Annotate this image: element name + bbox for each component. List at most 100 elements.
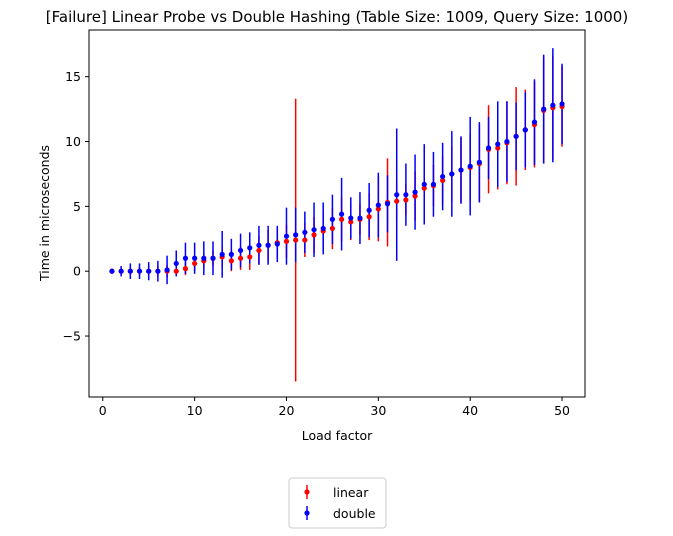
- y-tick-label: 15: [65, 69, 81, 84]
- data-point-linear: [182, 266, 189, 272]
- data-point-double: [164, 267, 170, 273]
- data-point-double: [274, 241, 280, 247]
- plot-area: [88, 29, 586, 398]
- data-point-linear: [440, 177, 446, 184]
- data-point-double: [311, 227, 317, 233]
- data-point-double: [136, 268, 143, 274]
- x-tick-label: 40: [462, 403, 478, 418]
- data-point-double: [449, 171, 455, 177]
- data-point-double: [513, 133, 519, 139]
- legend-marker-double: [304, 510, 310, 516]
- data-point-double: [550, 102, 556, 108]
- data-point-double: [228, 251, 234, 257]
- data-point-double: [109, 268, 115, 274]
- data-point-linear: [366, 214, 372, 220]
- data-point-double: [476, 159, 482, 165]
- data-point-linear: [283, 238, 290, 244]
- x-tick-label: 20: [279, 403, 295, 418]
- data-point-double: [265, 242, 271, 248]
- data-point-double: [421, 181, 427, 187]
- x-tick-label: 0: [99, 403, 107, 418]
- data-point-linear: [228, 258, 234, 264]
- data-point-double: [219, 251, 225, 257]
- legend-item-linear: linear: [304, 485, 369, 500]
- x-tick-label: 50: [554, 403, 570, 418]
- data-point-double: [201, 255, 207, 261]
- data-point-double: [146, 268, 152, 274]
- data-point-double: [412, 189, 418, 195]
- legend-label-linear: linear: [333, 485, 369, 500]
- x-tick-label: 10: [187, 403, 203, 418]
- data-point-double: [485, 145, 492, 151]
- legend-frame: [288, 477, 387, 529]
- y-axis-label: Time in microseconds: [37, 145, 52, 282]
- data-point-double: [320, 225, 326, 232]
- data-point-linear: [338, 216, 345, 222]
- data-point-double: [440, 173, 446, 180]
- data-point-double: [329, 216, 336, 222]
- data-point-double: [118, 268, 124, 274]
- y-tick-label: 10: [65, 134, 81, 149]
- data-point-linear: [173, 268, 179, 274]
- data-point-linear: [412, 193, 418, 199]
- data-point-linear: [421, 185, 427, 191]
- data-point-double: [293, 232, 299, 238]
- x-tick-label: 30: [370, 403, 386, 418]
- y-axis: −5 0 5 10 15: [63, 69, 89, 344]
- data-point-double: [283, 233, 290, 239]
- data-point-double: [210, 255, 216, 261]
- data-point-double: [394, 192, 400, 198]
- data-point-double: [155, 268, 161, 274]
- data-point-double: [357, 215, 363, 221]
- y-tick-label: −5: [63, 329, 81, 344]
- data-point-linear: [192, 260, 198, 267]
- data-point-linear: [293, 237, 299, 243]
- data-point-double: [192, 255, 198, 261]
- data-point-double: [338, 211, 345, 217]
- data-point-double: [182, 255, 189, 261]
- data-point-linear: [403, 197, 409, 203]
- legend: linear double: [288, 477, 387, 529]
- x-axis: 0 10 20 30 40 50: [99, 397, 570, 418]
- data-point-double: [348, 215, 354, 221]
- data-point-double: [384, 201, 391, 207]
- data-point-double: [375, 202, 381, 208]
- data-point-double: [247, 245, 253, 251]
- data-point-double: [467, 163, 473, 169]
- chart-title: [Failure] Linear Probe vs Double Hashing…: [46, 8, 628, 26]
- data-point-linear: [348, 219, 354, 225]
- data-point-linear: [329, 225, 336, 232]
- data-point-double: [504, 138, 510, 145]
- data-point-double: [403, 192, 409, 198]
- data-point-linear: [247, 254, 253, 260]
- data-point-double: [430, 181, 437, 187]
- data-point-linear: [394, 198, 400, 204]
- data-point-double: [541, 106, 547, 112]
- data-point-linear: [302, 237, 308, 243]
- x-axis-label: Load factor: [302, 428, 373, 443]
- legend-item-double: double: [304, 506, 376, 521]
- data-point-linear: [495, 145, 501, 151]
- data-point-double: [127, 268, 133, 274]
- data-point-linear: [375, 206, 381, 212]
- data-point-double: [531, 119, 538, 125]
- data-point-double: [366, 207, 372, 213]
- legend-marker-linear: [304, 489, 310, 495]
- data-point-double: [173, 260, 179, 267]
- data-point-linear: [237, 255, 244, 261]
- legend-label-double: double: [333, 506, 376, 521]
- data-points: [109, 101, 565, 274]
- data-point-double: [256, 242, 262, 248]
- plot-frame: [88, 29, 586, 398]
- data-point-double: [495, 141, 501, 147]
- data-point-double: [458, 167, 464, 173]
- data-point-double: [237, 247, 244, 254]
- error-bars: [111, 48, 563, 382]
- y-tick-label: 0: [73, 264, 81, 279]
- data-point-linear: [311, 232, 317, 238]
- data-point-double: [559, 101, 565, 107]
- y-tick-label: 5: [73, 199, 81, 214]
- data-point-double: [302, 229, 308, 235]
- data-point-double: [522, 127, 528, 133]
